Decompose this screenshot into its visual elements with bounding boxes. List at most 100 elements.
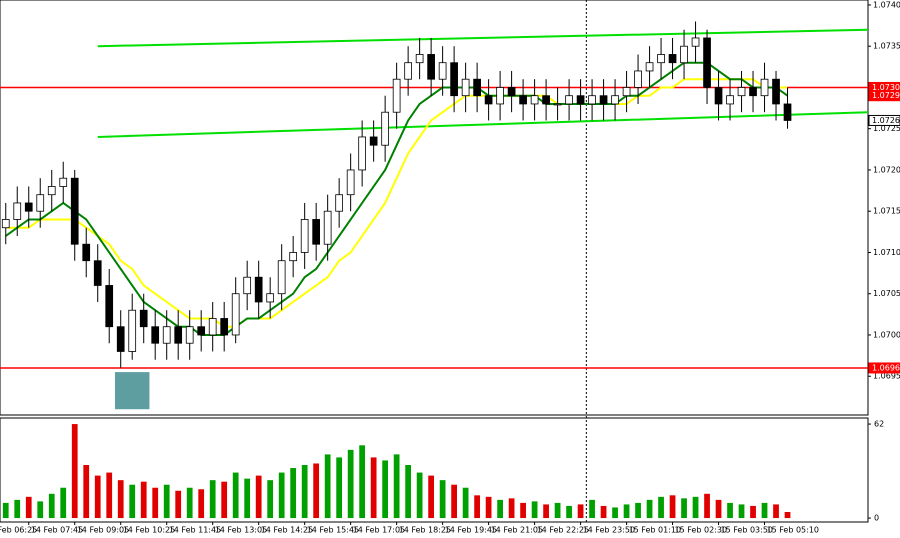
volume-bar [497,499,503,519]
volume-bar [83,464,90,519]
candle-body [312,219,321,245]
candle-body [300,219,309,253]
x-tick-label: 15 Feb 02:30 [675,526,727,535]
volume-bar [462,487,469,519]
volume-bar [232,472,239,519]
volume-bar [784,511,791,519]
x-tick-label: 15 Feb 03:50 [721,526,773,535]
volume-bar [508,498,515,519]
candle-body [93,260,102,286]
volume-bar [393,454,400,519]
volume-bar [255,475,262,519]
volume-bar [635,502,641,519]
candle-body [1,219,10,229]
volume-bar [474,495,480,519]
candle-body [346,169,355,196]
candle-body [427,54,435,80]
candle-body [622,87,631,97]
volume-bar [520,502,526,519]
volume-bar [347,449,354,519]
price-label: 1.0726 [872,116,900,125]
candle-body [197,326,206,336]
volume-bar [531,501,538,519]
trend-line [97,111,869,138]
volume-bar [451,484,457,519]
volume-bar [140,481,147,519]
volume-bar [623,504,630,519]
volume-bar [37,501,44,519]
volume-bar [336,457,343,519]
volume-bar [612,507,618,519]
x-tick-label: 14 Feb 22:25 [537,526,589,535]
volume-bar [186,487,193,519]
candle-body [358,136,366,171]
zone [114,372,150,410]
candle-body [749,87,757,97]
candle-body [13,202,22,220]
volume-bar [669,495,676,519]
candle-body [461,78,470,97]
candle-body [70,177,79,245]
y-tick-label: 1.0720 [873,165,900,174]
volume-tick-label: 0 [874,514,879,523]
volume-bar [48,493,55,519]
candle-body [174,326,183,344]
volume-bar [14,499,21,519]
candle-body [703,37,711,88]
candle-body [634,70,642,88]
candle-body [714,87,723,105]
volume-bar [71,424,78,519]
candle-body [116,326,125,352]
candle-body [415,54,424,64]
candle-body [611,95,619,105]
candle-body [369,136,378,146]
candle-body [542,95,550,105]
candle-body [139,309,148,328]
x-tick-label: 14 Feb 10:25 [123,526,175,535]
volume-bar [566,505,572,519]
candle-body [772,78,780,105]
candle-body [128,309,137,352]
candle-body [680,45,688,64]
volume-bar [738,504,745,519]
candle-body [47,186,56,196]
candle-body [289,252,298,262]
volume-bar [692,496,699,519]
volume-bar [428,475,434,519]
volume-bar [727,502,733,519]
volume-bar [25,496,32,519]
volume-bar [278,472,285,519]
volume-bar [94,475,101,519]
candle-body [519,95,527,105]
y-tick-label: 1.0715 [873,207,900,216]
candle-body [496,87,504,105]
candle-body [24,202,33,212]
volume-bar [324,454,331,519]
candle-body [726,95,734,105]
volume-bar [221,481,228,519]
volume-bar [646,499,653,519]
volume-bar [244,478,251,519]
candle-body [254,276,263,303]
y-tick-label: 1.0710 [873,248,900,257]
candle-body [266,293,275,303]
moving-average [5,61,789,336]
x-tick-label: 14 Feb 11:45 [169,526,221,535]
candle-body [450,62,458,97]
candle-body [553,103,562,106]
x-tick-label: 14 Feb 09:05 [77,526,129,535]
y-tick-label: 1.0725 [873,124,900,133]
x-tick-label: 14 Feb 21:05 [491,526,543,535]
y-tick-label: 1.0700 [873,330,900,339]
volume-bar [681,498,687,519]
volume-bar [106,472,113,519]
candle-body [507,87,516,97]
x-tick-label: 15 Feb 01:10 [629,526,681,535]
candle-body [760,78,769,97]
candle-body [645,62,654,72]
candle-body [691,37,700,47]
volume-bar [301,464,308,519]
candle-body [231,293,240,336]
candle-body [599,95,608,105]
